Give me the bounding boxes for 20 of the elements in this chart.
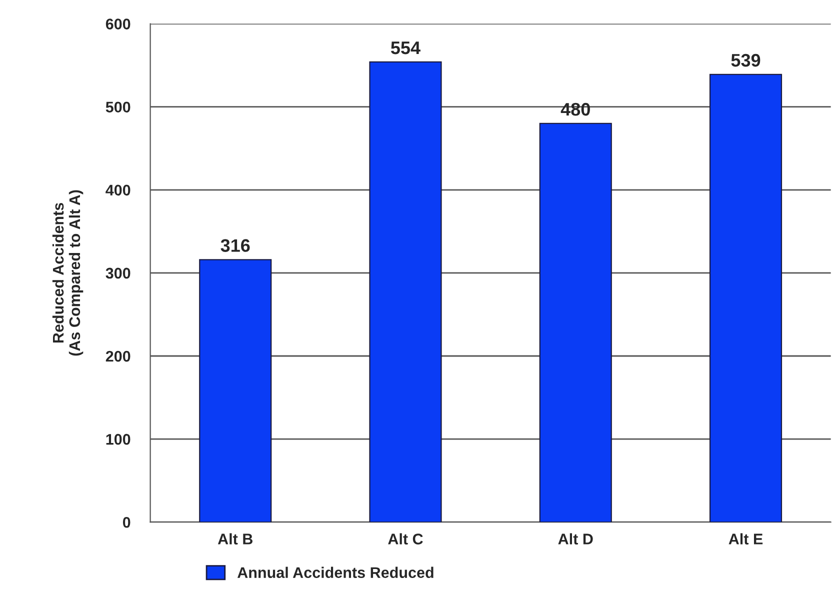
data-label: 539: [731, 54, 760, 67]
y-tick-label: 200: [106, 350, 130, 362]
y-axis-title: Reduced Accidents (As Compared to Alt A): [52, 190, 84, 356]
legend-label: Annual Accidents Reduced: [237, 566, 434, 578]
bar: [539, 122, 612, 522]
y-tick-label: 100: [106, 434, 130, 445]
y-tick-label: 0: [122, 516, 130, 528]
bar: [709, 74, 782, 522]
bar: [199, 259, 272, 522]
y-tick-label: 600: [106, 18, 130, 30]
data-label: 554: [390, 42, 420, 54]
y-tick-label: 500: [106, 102, 130, 113]
x-tick-label: Alt B: [218, 533, 252, 544]
y-tick-label: 300: [106, 268, 130, 279]
bar: [369, 61, 442, 522]
data-label: 316: [220, 239, 250, 252]
y-tick-label: 400: [106, 184, 130, 196]
x-tick-label: Alt D: [558, 533, 593, 544]
x-tick-label: Alt C: [388, 533, 423, 544]
x-tick-label: Alt E: [728, 533, 763, 544]
